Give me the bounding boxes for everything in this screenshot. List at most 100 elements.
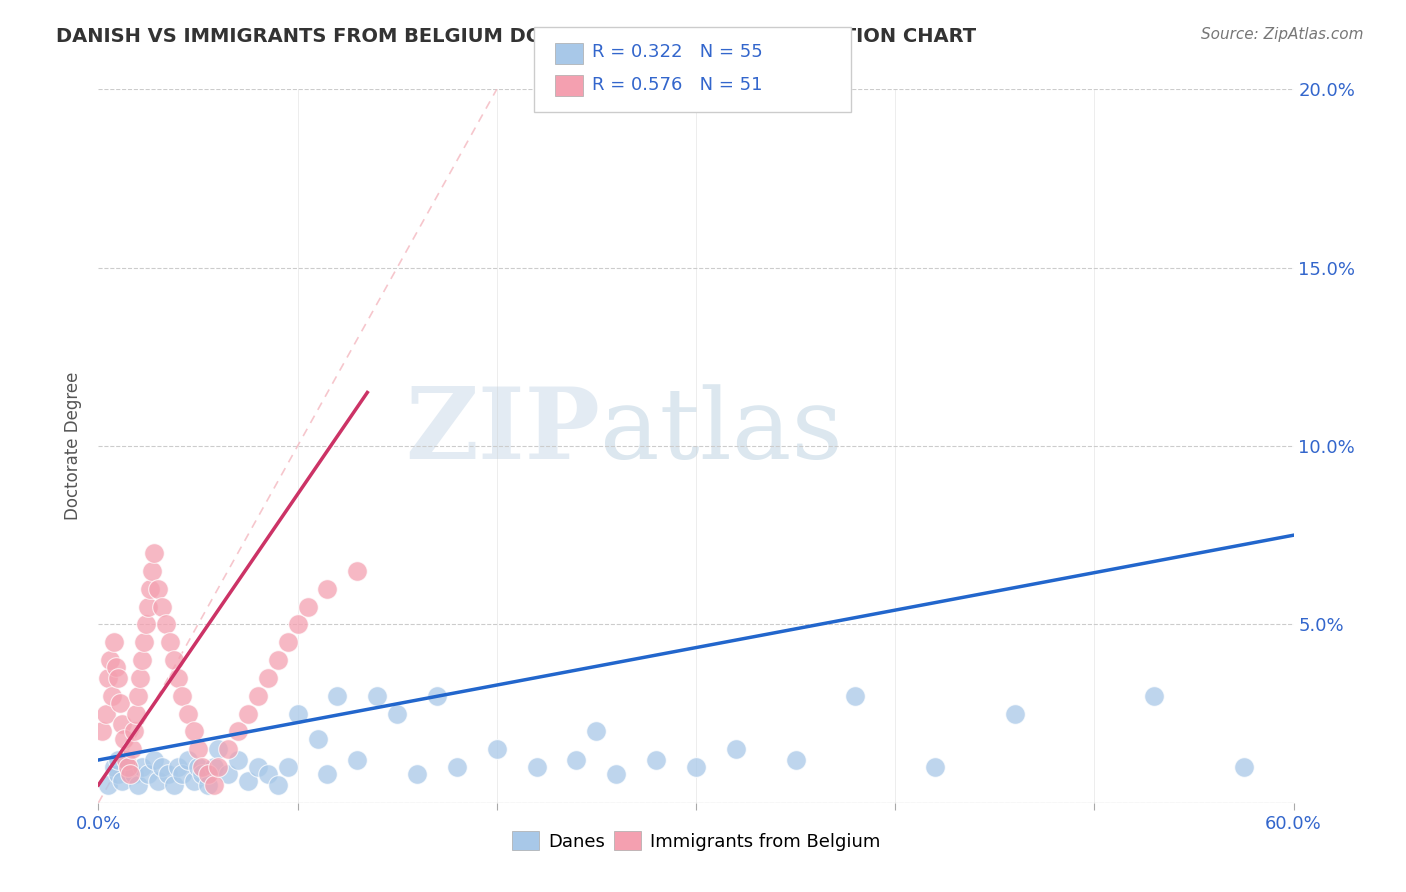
Point — [565, 753, 588, 767]
Point — [267, 778, 290, 792]
Point — [277, 760, 299, 774]
Point — [135, 617, 157, 632]
Text: atlas: atlas — [600, 384, 844, 480]
Point — [124, 724, 146, 739]
Point — [236, 774, 259, 789]
Point — [924, 760, 946, 774]
Point — [346, 753, 368, 767]
Point — [526, 760, 548, 774]
Point — [277, 635, 299, 649]
Point — [136, 599, 159, 614]
Point — [134, 635, 156, 649]
Point — [150, 760, 173, 774]
Point — [426, 689, 449, 703]
Point — [446, 760, 468, 774]
Point — [217, 742, 239, 756]
Point — [605, 767, 627, 781]
Point — [111, 774, 134, 789]
Point — [150, 599, 173, 614]
Point — [107, 671, 129, 685]
Point — [129, 671, 152, 685]
Point — [406, 767, 429, 781]
Point — [177, 706, 200, 721]
Point — [125, 706, 148, 721]
Point — [167, 671, 190, 685]
Point — [136, 767, 159, 781]
Point — [226, 753, 249, 767]
Point — [159, 635, 181, 649]
Point — [307, 731, 329, 746]
Point — [187, 742, 209, 756]
Point — [1143, 689, 1166, 703]
Point — [103, 760, 125, 774]
Point — [148, 774, 170, 789]
Point — [163, 778, 186, 792]
Legend: Danes, Immigrants from Belgium: Danes, Immigrants from Belgium — [505, 824, 887, 858]
Point — [143, 753, 166, 767]
Point — [1233, 760, 1256, 774]
Point — [155, 617, 177, 632]
Point — [172, 767, 194, 781]
Point — [112, 731, 135, 746]
Point — [183, 724, 205, 739]
Point — [141, 564, 163, 578]
Point — [256, 671, 278, 685]
Point — [143, 546, 166, 560]
Point — [177, 753, 200, 767]
Point — [115, 753, 138, 767]
Point — [183, 774, 205, 789]
Point — [97, 671, 120, 685]
Point — [124, 767, 146, 781]
Point — [98, 653, 122, 667]
Point — [117, 760, 139, 774]
Point — [297, 599, 319, 614]
Point — [217, 767, 239, 781]
Point — [202, 778, 225, 792]
Point — [105, 660, 128, 674]
Point — [197, 767, 219, 781]
Point — [226, 724, 249, 739]
Point — [163, 653, 186, 667]
Point — [191, 767, 214, 781]
Point — [326, 689, 349, 703]
Point — [724, 742, 747, 756]
Point — [127, 778, 149, 792]
Point — [157, 767, 180, 781]
Point — [316, 767, 339, 781]
Point — [366, 689, 388, 703]
Point — [785, 753, 807, 767]
Point — [202, 760, 225, 774]
Point — [167, 760, 190, 774]
Point — [120, 767, 142, 781]
Point — [107, 767, 129, 781]
Point — [844, 689, 866, 703]
Point — [91, 724, 114, 739]
Text: DANISH VS IMMIGRANTS FROM BELGIUM DOCTORATE DEGREE CORRELATION CHART: DANISH VS IMMIGRANTS FROM BELGIUM DOCTOR… — [56, 27, 976, 45]
Point — [287, 706, 309, 721]
Text: Source: ZipAtlas.com: Source: ZipAtlas.com — [1201, 27, 1364, 42]
Point — [121, 742, 143, 756]
Point — [485, 742, 508, 756]
Point — [207, 742, 229, 756]
Point — [101, 689, 124, 703]
Point — [346, 564, 368, 578]
Point — [96, 706, 118, 721]
Point — [1004, 706, 1026, 721]
Point — [645, 753, 668, 767]
Point — [117, 760, 139, 774]
Point — [111, 717, 134, 731]
Text: R = 0.322   N = 55: R = 0.322 N = 55 — [592, 43, 762, 61]
Point — [191, 760, 214, 774]
Point — [107, 753, 129, 767]
Y-axis label: Doctorate Degree: Doctorate Degree — [65, 372, 83, 520]
Point — [267, 653, 290, 667]
Point — [197, 778, 219, 792]
Point — [207, 760, 229, 774]
Text: ZIP: ZIP — [405, 384, 600, 480]
Point — [131, 760, 153, 774]
Point — [246, 689, 269, 703]
Point — [585, 724, 607, 739]
Point — [131, 653, 153, 667]
Point — [385, 706, 409, 721]
Text: R = 0.576   N = 51: R = 0.576 N = 51 — [592, 76, 762, 94]
